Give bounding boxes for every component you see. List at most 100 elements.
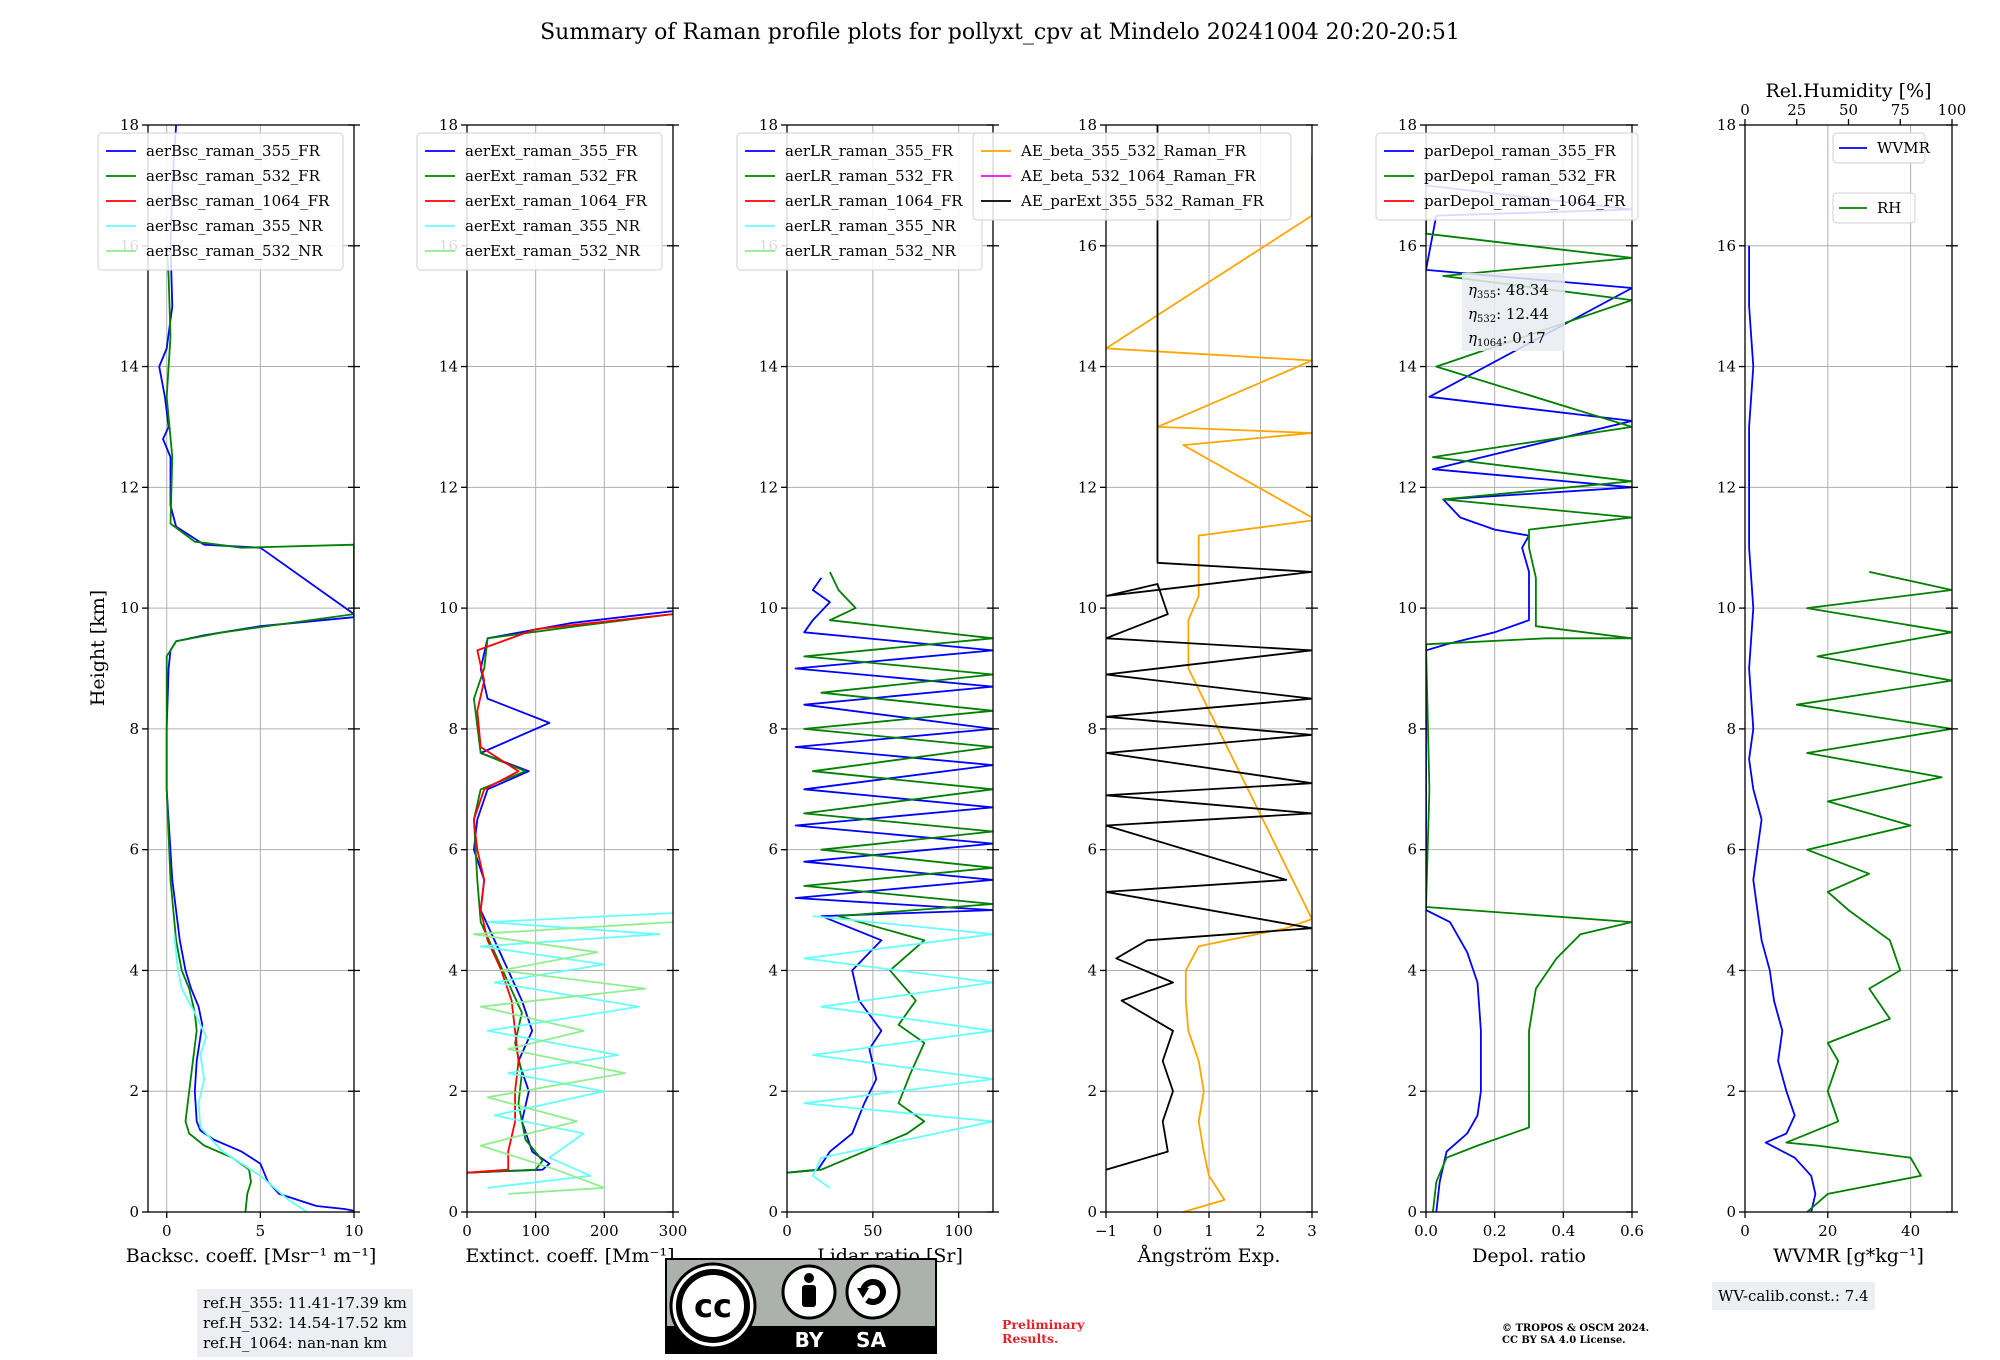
y-tick-label: 4 xyxy=(1726,961,1736,979)
top-tick-label: 0 xyxy=(1740,101,1750,119)
eta-symbol: η xyxy=(1468,305,1477,323)
y-tick-label: 2 xyxy=(1087,1082,1097,1100)
x-tick-label: 20 xyxy=(1818,1222,1837,1240)
y-tick-label: 4 xyxy=(129,961,139,979)
legend-frame xyxy=(1375,132,1639,221)
y-tick-label: 4 xyxy=(1087,961,1097,979)
panels-group: 0246810121416180510Backsc. coeff. [Msr⁻¹… xyxy=(97,80,1966,1267)
legend-label: aerExt_raman_1064_FR xyxy=(465,192,647,210)
series-line-parDepol_raman_355_FR xyxy=(1426,184,1632,1212)
cc-by-sa-logo: cc BY SA xyxy=(665,1258,937,1354)
series-line-aerExt_raman_355_FR xyxy=(467,610,673,1174)
legend: aerBsc_raman_355_FR aerBsc_raman_532_FRae… xyxy=(97,132,344,271)
x-axis-label: Extinct. coeff. [Mm⁻¹] xyxy=(465,1245,674,1267)
y-tick-label: 16 xyxy=(1717,237,1736,255)
x-tick-label: 10 xyxy=(344,1222,363,1240)
y-tick-label: 2 xyxy=(448,1082,458,1100)
x-tick-label: 0.0 xyxy=(1414,1222,1438,1240)
y-tick-label: 2 xyxy=(129,1082,139,1100)
y-tick-label: 14 xyxy=(759,358,778,376)
legend-label: aerExt_raman_532_FR xyxy=(465,167,638,185)
series-line-AE_beta_355_532_Raman_FR xyxy=(1106,155,1312,1212)
wv-calib-text: WV-calib.const.: 7.4 xyxy=(1718,1287,1869,1305)
plot-frame xyxy=(1744,124,1953,1213)
y-tick-label: 18 xyxy=(439,116,458,134)
x-tick-label: 1 xyxy=(1204,1222,1214,1240)
top-tick-label: 25 xyxy=(1787,101,1806,119)
legend: AE_beta_355_532_Raman_FR AE_beta_532_1064… xyxy=(972,132,1292,221)
y-tick-label: 12 xyxy=(1398,478,1417,496)
x-axis-label: Backsc. coeff. [Msr⁻¹ m⁻¹] xyxy=(126,1245,377,1267)
y-tick-label: 2 xyxy=(768,1082,778,1100)
y-tick-label: 18 xyxy=(759,116,778,134)
ref-height-box: ref.H_355: 11.41-17.39 km ref.H_532: 14.… xyxy=(197,1289,413,1357)
series-line-parDepol_raman_532_FR xyxy=(1426,185,1632,1212)
legend-label: aerLR_raman_355_NR xyxy=(785,217,956,235)
series-line-aerExt_raman_355_NR xyxy=(479,912,673,1189)
y-tick-label: 4 xyxy=(1407,961,1417,979)
y-tick-label: 0 xyxy=(1726,1203,1736,1221)
y-tick-label: 12 xyxy=(1078,478,1097,496)
series-line-WVMR xyxy=(1748,245,1817,1212)
y-tick-label: 4 xyxy=(448,961,458,979)
x-tick-label: 3 xyxy=(1307,1222,1317,1240)
y-tick-label: 8 xyxy=(129,720,139,738)
panel-5: 0 2 4 6 8 10 12 14 16 18 0.0 0.2 0.4 0.6 Depol. ratio p… xyxy=(1375,116,1644,1267)
y-axis-label: Height [km] xyxy=(87,590,109,706)
legend-frame xyxy=(1832,192,1916,224)
x-tick-label: 300 xyxy=(659,1222,688,1240)
top-tick-label: 75 xyxy=(1891,101,1910,119)
eta-subscript: 532 xyxy=(1477,314,1496,325)
legend-frame xyxy=(1832,132,1926,164)
x-tick-label: 50 xyxy=(863,1222,882,1240)
legend-label: aerLR_raman_532_FR xyxy=(785,167,954,185)
copyright-line-2: CC BY SA 4.0 License. xyxy=(1502,1335,1626,1346)
legend-frame xyxy=(416,132,663,271)
y-tick-label: 8 xyxy=(1087,720,1097,738)
legend-box-WVMR: WVMR xyxy=(1832,132,1931,164)
legend-label: aerBsc_raman_355_NR xyxy=(146,217,323,235)
wv-calib-box: WV-calib.const.: 7.4 xyxy=(1712,1282,1875,1310)
x-tick-label: 100 xyxy=(521,1222,550,1240)
y-tick-label: 14 xyxy=(1078,358,1097,376)
y-tick-label: 8 xyxy=(1407,720,1417,738)
legend: parDepol_raman_355_FR parDepol_raman_532_… xyxy=(1375,132,1639,221)
legend-label: aerExt_raman_532_NR xyxy=(465,242,641,260)
eta-symbol: η xyxy=(1468,281,1477,299)
series-line-aerExt_raman_1064_FR xyxy=(467,613,673,1174)
legend-box-RH: RH xyxy=(1832,192,1916,224)
preliminary-note: Preliminary Results. xyxy=(1002,1318,1084,1346)
series-line-aerExt_raman_532_NR xyxy=(473,921,673,1195)
y-tick-label: 2 xyxy=(1407,1082,1417,1100)
eta-value: : 12.44 xyxy=(1496,305,1549,323)
y-tick-label: 14 xyxy=(1717,358,1736,376)
y-tick-label: 12 xyxy=(1717,478,1736,496)
y-tick-label: 6 xyxy=(1407,841,1417,859)
legend-label: parDepol_raman_532_FR xyxy=(1424,167,1617,185)
eta-value: : 0.17 xyxy=(1502,329,1545,347)
legend-label: parDepol_raman_1064_FR xyxy=(1424,192,1626,210)
y-tick-label: 18 xyxy=(120,116,139,134)
copyright-line-1: © TROPOS & OSCM 2024. xyxy=(1502,1323,1650,1334)
legend-label: AE_beta_532_1064_Raman_FR xyxy=(1020,167,1256,185)
y-tick-label: 10 xyxy=(439,599,458,617)
panel-2: 0246810121416180100200300Extinct. coeff.… xyxy=(416,116,688,1267)
y-tick-label: 18 xyxy=(1398,116,1417,134)
legend-label: AE_parExt_355_532_Raman_FR xyxy=(1020,192,1265,210)
y-tick-label: 0 xyxy=(448,1203,458,1221)
y-tick-label: 6 xyxy=(768,841,778,859)
x-tick-label: 0 xyxy=(462,1222,472,1240)
plot-frame xyxy=(786,124,994,1213)
y-tick-label: 10 xyxy=(1717,599,1736,617)
x-tick-label: 40 xyxy=(1901,1222,1920,1240)
eta-subscript: 1064 xyxy=(1477,338,1502,349)
preliminary-line-2: Results. xyxy=(1002,1331,1059,1346)
legend-label: parDepol_raman_355_FR xyxy=(1424,142,1617,160)
legend-label: aerBsc_raman_1064_FR xyxy=(146,192,330,210)
y-tick-label: 4 xyxy=(768,961,778,979)
y-tick-label: 12 xyxy=(439,478,458,496)
x-tick-label: 2 xyxy=(1256,1222,1266,1240)
eta-symbol: η xyxy=(1468,329,1477,347)
